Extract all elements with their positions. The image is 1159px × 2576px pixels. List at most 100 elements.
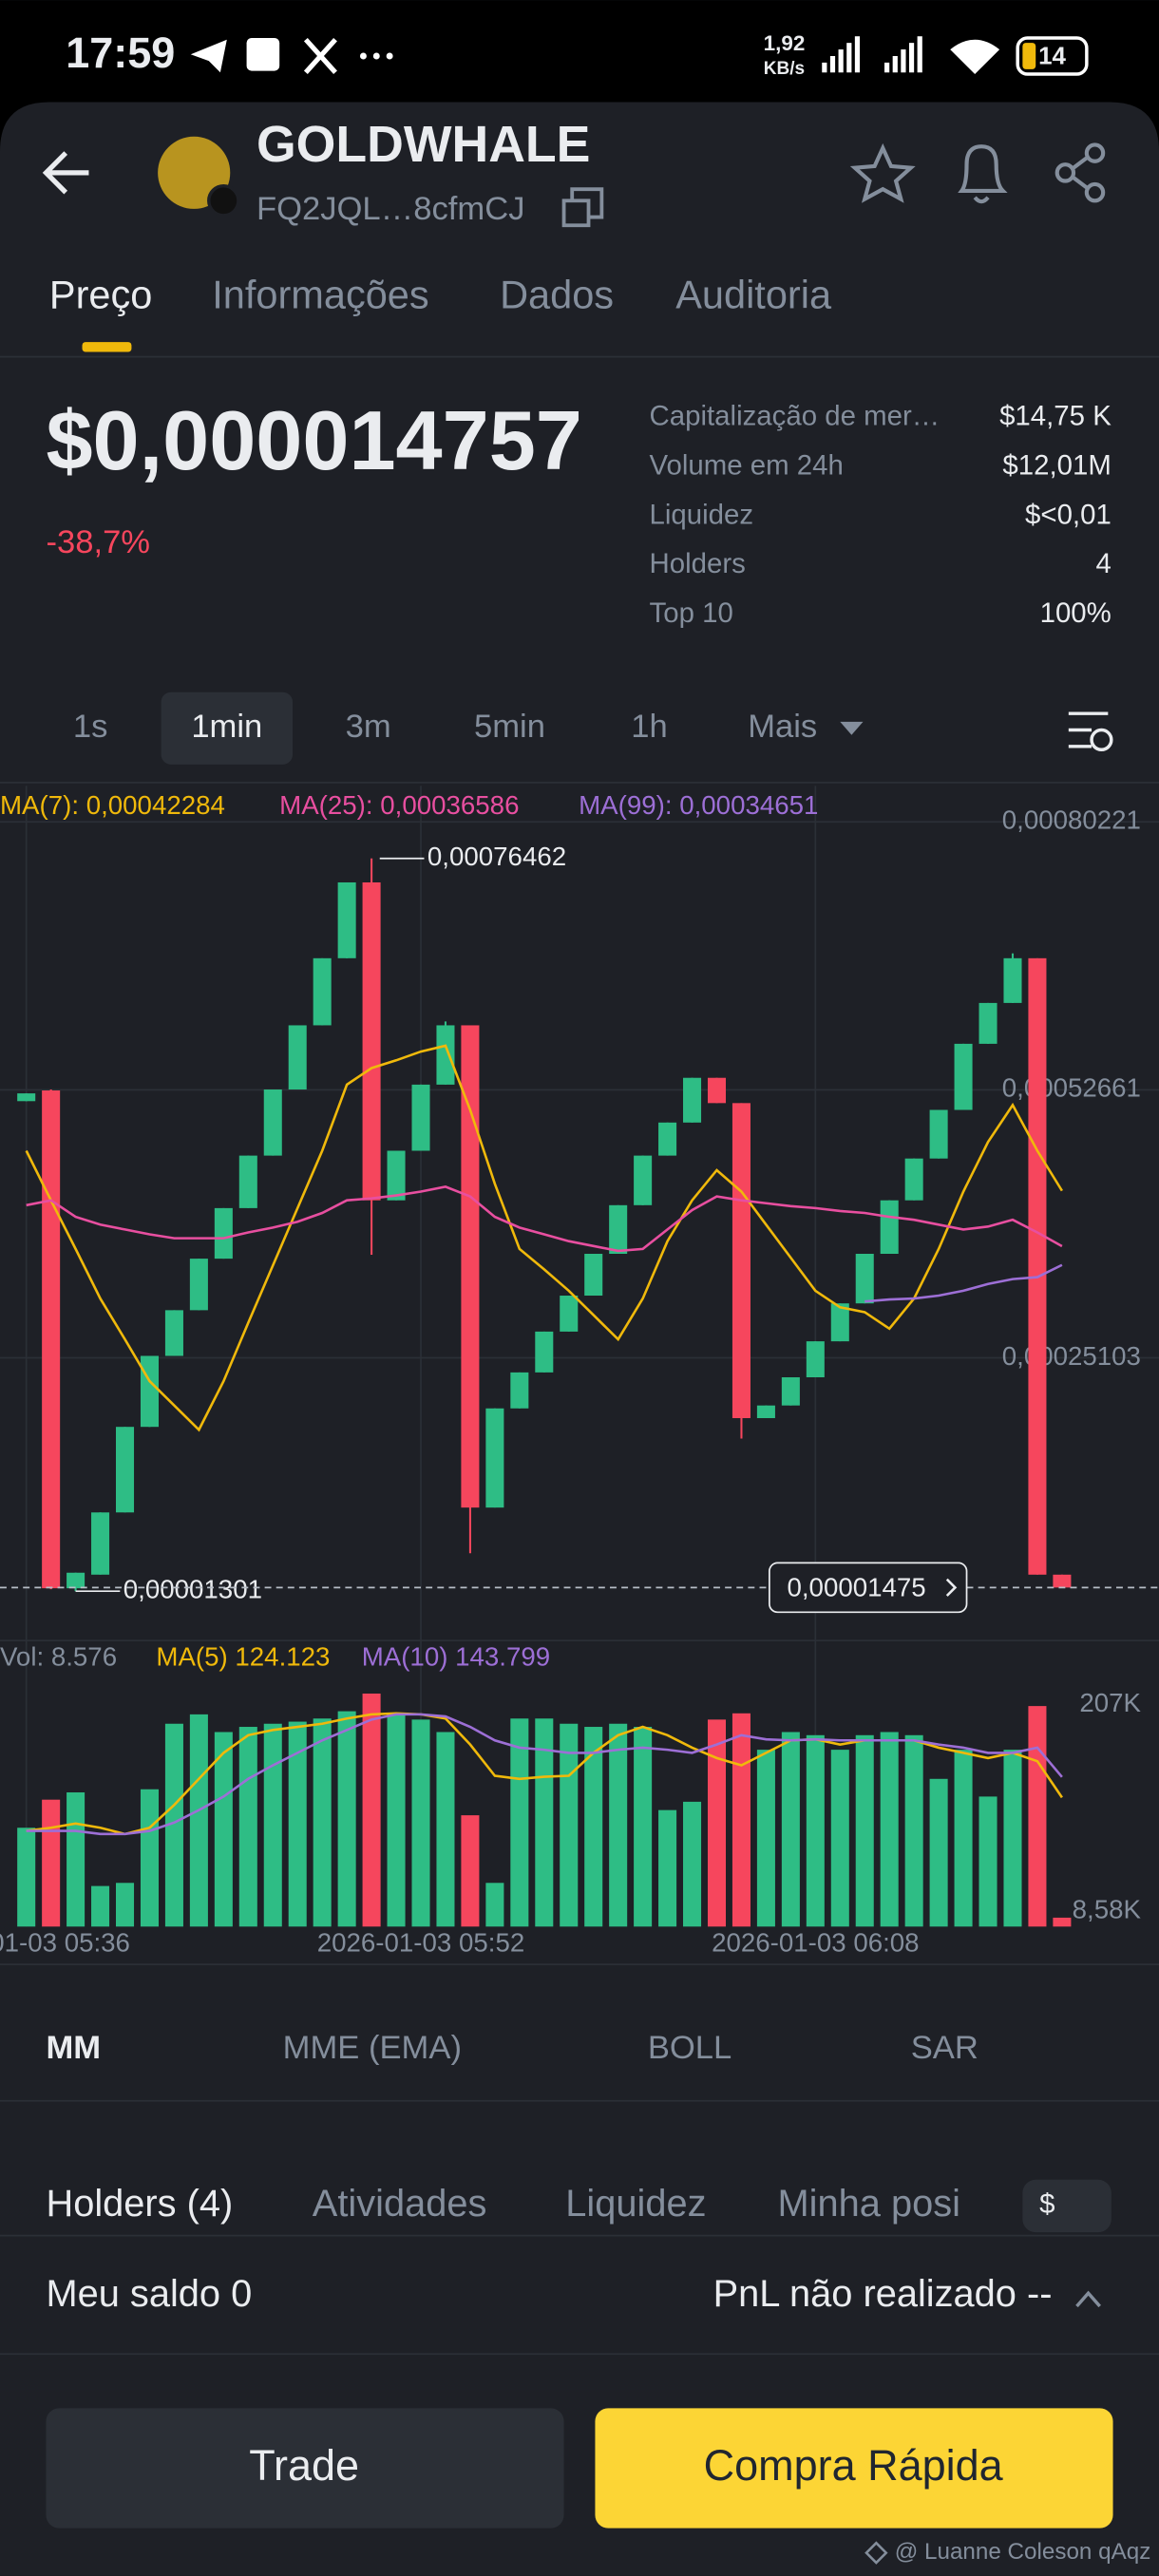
indicator-tab[interactable]: MM bbox=[46, 2030, 101, 2066]
shape bbox=[359, 52, 367, 60]
candle-body bbox=[42, 1090, 61, 1589]
dropdown-arrow bbox=[840, 721, 864, 735]
volume-bar bbox=[658, 1809, 677, 1927]
indicator-tab[interactable]: SAR bbox=[911, 2030, 978, 2066]
candle-body bbox=[904, 1158, 923, 1201]
volume-bar bbox=[954, 1750, 973, 1927]
indicator-tab[interactable]: MME (EMA) bbox=[283, 2030, 462, 2066]
buy-button[interactable] bbox=[595, 2408, 1113, 2529]
indicator-tab[interactable]: BOLL bbox=[648, 2030, 732, 2066]
buy-button-label[interactable]: Compra Rápida bbox=[704, 2441, 1004, 2490]
candle-body bbox=[732, 1103, 750, 1418]
signal-2 bbox=[884, 36, 922, 73]
candle-body bbox=[929, 1109, 948, 1159]
copy-icon[interactable] bbox=[561, 187, 604, 228]
stat-value: $<0,01 bbox=[1025, 499, 1112, 530]
watermark: @ Luanne Coleson qAqz bbox=[895, 2539, 1151, 2565]
trade-button[interactable] bbox=[46, 2408, 564, 2529]
section-tab[interactable]: Atividades bbox=[313, 2183, 487, 2225]
shape bbox=[917, 36, 922, 73]
token-name: GOLDWHALE bbox=[256, 116, 591, 173]
chart-settings-icon[interactable] bbox=[1068, 711, 1113, 751]
interval[interactable]: 1h bbox=[631, 709, 667, 745]
volume-bar bbox=[880, 1732, 899, 1927]
volume-bar bbox=[806, 1734, 825, 1927]
favorite-icon[interactable] bbox=[849, 142, 916, 203]
candle-body bbox=[560, 1296, 579, 1332]
interval[interactable]: 1s bbox=[73, 709, 108, 745]
stat-label: Holders bbox=[650, 548, 746, 579]
net-unit: KB/s bbox=[764, 59, 805, 79]
volume-bar bbox=[17, 1828, 36, 1927]
shape bbox=[908, 43, 915, 73]
back-button[interactable] bbox=[42, 151, 89, 195]
volume-bar bbox=[436, 1732, 455, 1927]
candle-body bbox=[535, 1331, 554, 1373]
net-speed: 1,92 bbox=[764, 31, 806, 55]
stat-value: 100% bbox=[1040, 597, 1112, 629]
share-icon[interactable] bbox=[1054, 142, 1106, 203]
volume-bar bbox=[855, 1734, 874, 1927]
volume-bar bbox=[116, 1883, 135, 1927]
shape bbox=[829, 55, 836, 73]
section-tab[interactable]: Holders (4) bbox=[46, 2183, 233, 2225]
candle-body bbox=[1003, 957, 1022, 1003]
x-icon bbox=[303, 37, 337, 75]
more-icon bbox=[359, 52, 393, 60]
volume-bar bbox=[904, 1734, 923, 1927]
volume-bar bbox=[337, 1711, 356, 1927]
volume-bar bbox=[756, 1750, 775, 1927]
telegram-icon bbox=[190, 39, 227, 73]
stat-label: Top 10 bbox=[650, 597, 733, 629]
expand-icon[interactable] bbox=[1075, 2290, 1102, 2308]
tab[interactable]: Preço bbox=[49, 272, 152, 316]
interval[interactable]: 5min bbox=[474, 709, 545, 745]
candle-body bbox=[634, 1155, 653, 1205]
ma-line bbox=[25, 1044, 1064, 1432]
volume-bar bbox=[634, 1727, 653, 1927]
volume-bar bbox=[510, 1718, 529, 1927]
shape bbox=[901, 49, 906, 73]
candle-body bbox=[978, 1002, 998, 1044]
section-tab[interactable]: Minha posi bbox=[778, 2183, 960, 2225]
stat-value: $12,01M bbox=[1002, 449, 1111, 481]
trade-button-label[interactable]: Trade bbox=[249, 2441, 359, 2490]
low-label: 0,00001301 bbox=[124, 1575, 262, 1604]
volume-bar bbox=[387, 1713, 406, 1927]
candle-body bbox=[17, 1093, 36, 1102]
volume-bar bbox=[1003, 1750, 1022, 1927]
shape bbox=[372, 52, 380, 60]
volume-bar bbox=[42, 1799, 61, 1927]
tab[interactable]: Dados bbox=[500, 272, 614, 316]
price: $0,000014757 bbox=[46, 393, 581, 487]
currency-toggle[interactable] bbox=[1022, 2179, 1112, 2233]
interval[interactable]: 1min bbox=[191, 709, 262, 745]
alert-icon[interactable] bbox=[958, 144, 1008, 204]
volume-bar bbox=[238, 1727, 257, 1927]
balance: Meu saldo 0 bbox=[46, 2273, 252, 2315]
volume-bar bbox=[411, 1719, 430, 1927]
candle-body bbox=[288, 1025, 307, 1090]
candle-body bbox=[66, 1572, 86, 1589]
tab[interactable]: Informações bbox=[212, 272, 428, 316]
last-price-label: 0,00001475 bbox=[787, 1572, 925, 1601]
volume-bar bbox=[485, 1883, 504, 1927]
interval[interactable]: 3m bbox=[346, 709, 391, 745]
interval[interactable]: Mais bbox=[748, 709, 817, 745]
volume-bar bbox=[732, 1713, 750, 1927]
candle-body bbox=[707, 1077, 727, 1104]
candle-body bbox=[238, 1155, 257, 1208]
candle-body bbox=[91, 1512, 110, 1575]
high-label: 0,00076462 bbox=[428, 842, 566, 871]
candle-body bbox=[880, 1200, 899, 1254]
token-address: FQ2JQL…8cfmCJ bbox=[256, 191, 525, 227]
section-tab[interactable]: Liquidez bbox=[565, 2183, 706, 2225]
volume-bar bbox=[535, 1718, 554, 1927]
volume-bar bbox=[164, 1723, 183, 1927]
candle-body bbox=[609, 1204, 628, 1254]
legend-item: MA(7): 0,00042284 bbox=[0, 790, 225, 820]
tab[interactable]: Auditoria bbox=[675, 272, 832, 316]
